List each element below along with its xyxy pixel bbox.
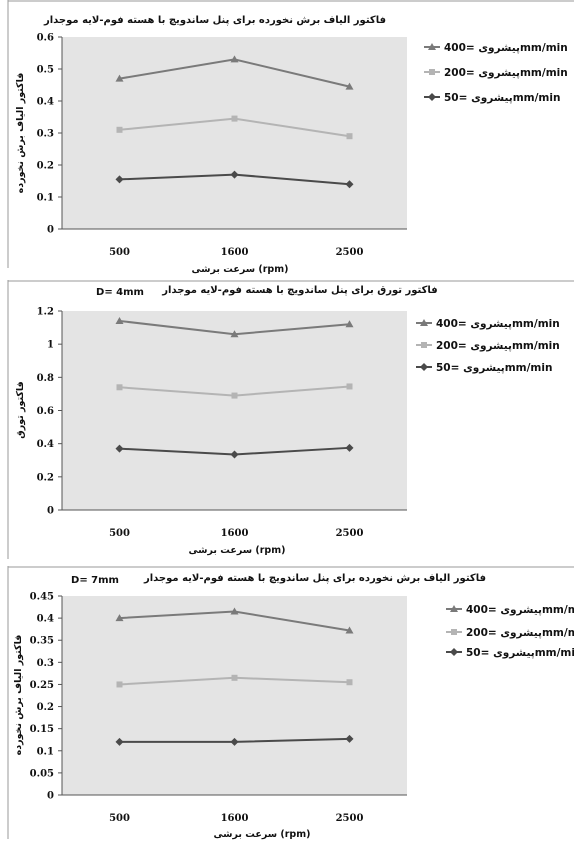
y-tick-label: 0.6 <box>37 406 54 417</box>
plot-area <box>62 37 407 229</box>
y-tick-label: 0.1 <box>37 746 54 757</box>
chart-2: 0 0.2 0.4 0.6 0.8 1 1.2 500 1600 2500 پیشروی =400m… <box>7 280 574 559</box>
legend-marker <box>420 319 428 326</box>
y-tick-label: 0.25 <box>30 680 54 691</box>
legend-marker <box>428 93 436 101</box>
data-point <box>230 330 239 338</box>
y-tick-label: 0.4 <box>37 439 54 450</box>
data-point <box>115 737 124 746</box>
y-tick-label: 0.45 <box>30 592 54 603</box>
data-point <box>231 392 238 399</box>
y-axis-label: فاکتور الیاف برش نخورده <box>13 635 24 756</box>
y-tick-label: 1.2 <box>37 307 54 318</box>
data-point <box>345 626 354 634</box>
chart-title: فاکتور الیاف برش نخورده برای پنل ساندویچ… <box>43 15 386 26</box>
data-point <box>345 180 354 189</box>
legend-label: پیشروی =200mm/min <box>444 67 568 79</box>
x-tick-label: 500 <box>109 813 130 824</box>
data-point <box>115 74 124 82</box>
data-point <box>345 320 354 328</box>
legend-label: پیشروی =200mm/min <box>436 340 560 352</box>
y-tick-label: 1 <box>47 340 54 351</box>
data-point <box>116 384 123 391</box>
x-tick-label: 1600 <box>221 813 249 824</box>
y-tick-label: 0.5 <box>37 65 54 76</box>
x-tick-label: 2500 <box>336 813 364 824</box>
data-point <box>115 614 124 622</box>
data-point <box>345 82 354 90</box>
chart-3: 0 0.05 0.1 0.15 0.2 0.25 0.3 0.35 0.4 0.45 500 1600… <box>7 566 574 840</box>
legend-label: پیشروی =400mm/min <box>466 604 574 616</box>
y-tick-label: 0.3 <box>37 658 54 669</box>
y-tick-label: 0.4 <box>37 97 54 108</box>
legend-marker <box>429 69 435 75</box>
data-point <box>346 133 353 140</box>
x-tick-label: 500 <box>109 528 130 539</box>
legend-marker <box>450 648 458 656</box>
y-tick-label: 0.05 <box>30 768 54 779</box>
plot-area <box>62 596 407 795</box>
data-point <box>230 737 239 746</box>
data-point <box>346 383 353 390</box>
y-tick-label: 0 <box>47 506 54 517</box>
legend-label: پیشروی =400mm/min <box>444 42 568 54</box>
y-tick-label: 0.3 <box>37 129 54 140</box>
y-tick-label: 0.2 <box>37 702 54 713</box>
legend-label: پیشروی =50mm/min <box>466 647 574 659</box>
x-axis-label: سرعت برشی (rpm) <box>192 264 289 275</box>
x-tick-label: 1600 <box>221 528 249 539</box>
data-point <box>115 316 124 324</box>
chart-panel-2: 0 0.2 0.4 0.6 0.8 1 1.2 500 1600 2500 پیشروی =400m… <box>0 280 574 564</box>
legend-marker <box>420 363 428 371</box>
x-tick-label: 2500 <box>336 247 364 258</box>
chart-panel-3: 0 0.05 0.1 0.15 0.2 0.25 0.3 0.35 0.4 0.45 500 1600… <box>0 566 574 841</box>
data-point <box>116 681 123 688</box>
x-tick-label: 2500 <box>336 528 364 539</box>
chart-panel-1: 0 0.1 0.2 0.3 0.4 0.5 0.6 500 1600 2500 پیشروی =40… <box>0 0 574 278</box>
legend-marker <box>428 43 436 50</box>
y-tick-label: 0.15 <box>30 724 54 735</box>
y-tick-label: 0.35 <box>30 636 54 647</box>
y-tick-label: 0.2 <box>37 472 54 483</box>
x-tick-label: 500 <box>109 247 130 258</box>
y-tick-label: 0.6 <box>37 33 54 44</box>
data-point <box>230 55 239 63</box>
chart-title: فاکتور الیاف برش نخورده برای پنل ساندویچ… <box>143 573 486 584</box>
legend-label: پیشروی =50mm/min <box>444 92 560 104</box>
y-tick-label: 0.1 <box>37 193 54 204</box>
legend-label: پیشروی =200mm/min <box>466 627 574 639</box>
data-point <box>116 126 123 133</box>
y-axis-label: فاکتور الیاف برش نخورده <box>15 73 26 194</box>
data-point <box>230 607 239 615</box>
x-tick-label: 1600 <box>221 247 249 258</box>
legend-marker <box>451 629 457 635</box>
y-tick-label: 0 <box>47 225 54 236</box>
x-axis-label: سرعت برشی (rpm) <box>189 545 286 556</box>
plot-area <box>62 311 407 510</box>
y-axis-label: فاکتور تورق <box>15 381 26 438</box>
legend-marker <box>421 342 427 348</box>
chart-1: 0 0.1 0.2 0.3 0.4 0.5 0.6 500 1600 2500 پیشروی =40… <box>7 0 574 275</box>
data-point <box>345 443 354 452</box>
y-tick-label: 0.2 <box>37 161 54 172</box>
data-point <box>230 450 239 459</box>
legend-label: پیشروی =400mm/min <box>436 318 560 330</box>
data-point <box>345 734 354 743</box>
y-tick-label: 0 <box>47 791 54 802</box>
y-tick-label: 0.4 <box>37 614 54 625</box>
data-point <box>115 444 124 453</box>
legend-marker <box>450 605 458 612</box>
data-point <box>231 674 238 681</box>
data-point <box>115 175 124 184</box>
data-point <box>346 679 353 686</box>
x-axis-label: سرعت برشی (rpm) <box>214 829 311 840</box>
chart-title: فاکتور تورق برای پنل ساندویچ با هسته فوم… <box>161 285 437 296</box>
legend-label: پیشروی =50mm/min <box>436 362 552 374</box>
data-point <box>230 170 239 179</box>
chart-subtitle: D= 7mm <box>71 575 119 586</box>
chart-subtitle: D= 4mm <box>96 287 144 298</box>
y-tick-label: 0.8 <box>37 373 54 384</box>
data-point <box>231 115 238 122</box>
